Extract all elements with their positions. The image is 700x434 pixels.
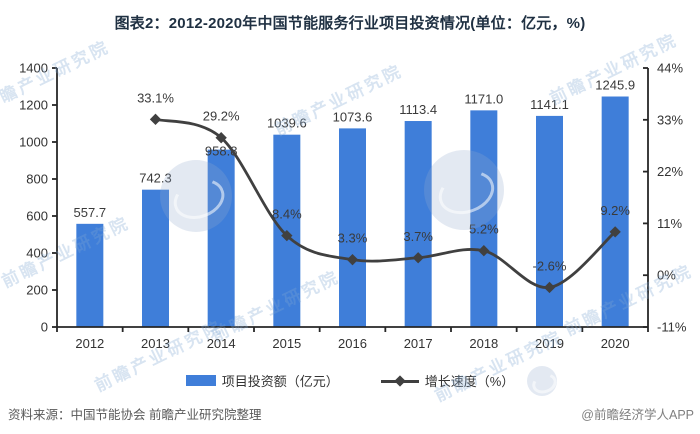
bar [142, 189, 169, 327]
chart-legend: 项目投资额（亿元） 增长速度（%） [0, 371, 700, 390]
left-axis-tick-label: 800 [26, 172, 48, 187]
left-axis-tick-label: 400 [26, 246, 48, 261]
category-label: 2016 [338, 336, 367, 351]
category-label: 2020 [601, 336, 630, 351]
left-axis-tick-label: 600 [26, 209, 48, 224]
bar [536, 115, 563, 327]
line-value-label: 3.7% [403, 229, 433, 244]
left-axis-tick-label: 1200 [19, 98, 48, 113]
right-axis-tick-label: 11% [657, 216, 682, 231]
bar [470, 110, 498, 328]
left-axis-tick-label: 1400 [19, 61, 48, 76]
bar-value-label: 1039.6 [267, 116, 307, 131]
category-label: 2015 [272, 336, 301, 351]
source-note: 资料来源：中国节能协会 前瞻产业研究院整理 [8, 408, 262, 422]
left-axis-tick-label: 1000 [19, 135, 48, 150]
category-label: 2013 [141, 336, 170, 351]
bar-value-label: 1073.6 [333, 109, 373, 124]
legend-bar-label: 项目投资额（亿元） [221, 374, 339, 389]
legend-line-label: 增长速度（%） [424, 374, 515, 389]
right-axis-tick-label: 0% [657, 268, 676, 283]
bar [601, 96, 629, 327]
bar-value-label: 1113.4 [399, 102, 437, 117]
line-value-label: 8.4% [272, 207, 302, 222]
legend-item-bar: 项目投资额（亿元） [185, 371, 339, 390]
line-series-marker-icon [380, 375, 419, 387]
bar-value-label: 1171.0 [464, 91, 503, 106]
bar [76, 223, 104, 327]
credit-note: @前瞻经济学人APP [581, 408, 694, 422]
bar-series-swatch-icon [185, 375, 216, 386]
right-axis-tick-label: 22% [657, 164, 683, 179]
bar [404, 121, 432, 327]
category-label: 2014 [207, 336, 236, 351]
left-axis-tick-label: 0 [41, 320, 48, 335]
right-axis-tick-label: 33% [657, 112, 683, 127]
line-value-label: -2.6% [533, 258, 567, 273]
bar-value-label: 557.7 [74, 205, 107, 220]
bar-value-label: 742.3 [139, 171, 172, 186]
line-value-label: 3.3% [338, 231, 368, 246]
line-value-label: 29.2% [203, 109, 240, 124]
category-label: 2019 [535, 336, 564, 351]
category-label: 2012 [75, 336, 104, 351]
bar-value-label: 1141.1 [530, 97, 569, 112]
right-axis-tick-label: 44% [657, 61, 683, 76]
category-label: 2017 [404, 336, 433, 351]
right-axis-tick-label: -11% [657, 320, 687, 335]
bar-value-label: 1245.9 [595, 78, 635, 93]
bar [339, 128, 366, 327]
line-value-label: 5.2% [469, 222, 499, 237]
line-marker [149, 113, 162, 125]
chart-title: 图表2：2012-2020年中国节能服务行业项目投资情况(单位：亿元，%) [114, 15, 586, 32]
line-value-label: 33.1% [137, 90, 174, 105]
bar [207, 149, 235, 327]
legend-item-line: 增长速度（%） [380, 371, 515, 390]
left-axis-tick-label: 200 [26, 283, 48, 298]
line-value-label: 9.2% [600, 203, 630, 218]
category-label: 2018 [469, 336, 498, 351]
